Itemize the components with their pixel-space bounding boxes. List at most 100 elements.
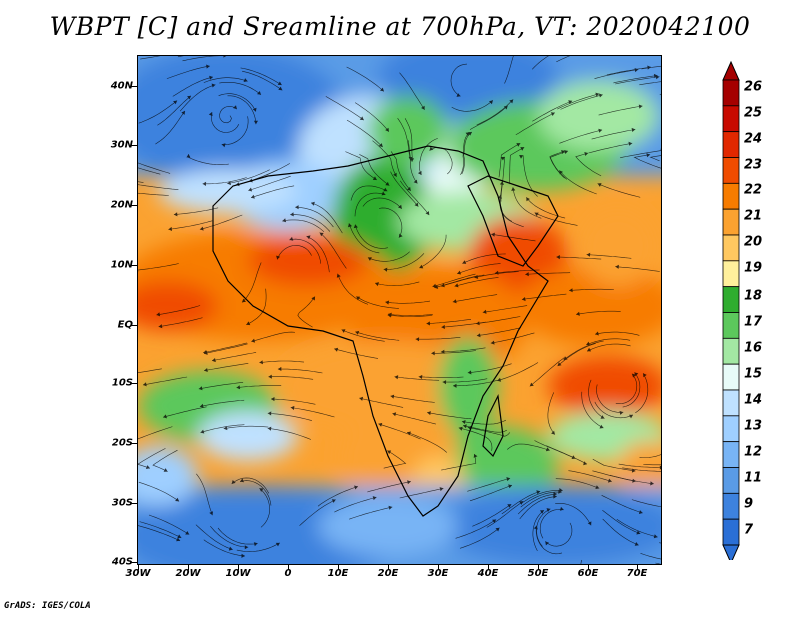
streamline	[520, 490, 563, 504]
streamline-arrow	[495, 527, 500, 532]
streamline	[259, 360, 305, 363]
wbpt-streamline-map	[138, 56, 661, 564]
colorbar-label-7: 7	[744, 522, 754, 538]
streamline-arrow	[253, 542, 258, 547]
streamline	[535, 525, 563, 555]
streamline-arrow	[259, 488, 264, 492]
streamline	[156, 305, 201, 316]
streamline-arrow	[540, 510, 544, 514]
streamline-arrow	[519, 155, 524, 159]
colorbar-label-11: 11	[744, 470, 763, 486]
streamline-arrow	[558, 489, 562, 494]
streamline-arrow	[378, 422, 383, 427]
streamline	[602, 509, 641, 534]
streamline-arrow	[615, 264, 619, 269]
streamline-arrow	[407, 431, 411, 436]
lon-tick	[637, 565, 638, 570]
streamline	[173, 207, 219, 215]
streamline-arrow	[240, 478, 244, 483]
streamline	[509, 147, 525, 185]
streamline-arrow	[359, 396, 364, 401]
streamline	[549, 150, 567, 180]
lat-tick	[131, 325, 137, 326]
streamline-arrow	[199, 226, 204, 231]
streamline	[457, 263, 501, 274]
streamline-arrow	[557, 362, 562, 366]
lat-tick	[131, 562, 137, 563]
streamline	[615, 266, 660, 272]
streamline-arrow	[439, 487, 444, 492]
streamline-arrow	[267, 411, 272, 416]
streamline	[268, 376, 314, 380]
streamline-arrow	[556, 255, 560, 260]
lon-label-30w: 30W	[125, 568, 151, 579]
colorbar-label-22: 22	[744, 182, 763, 198]
streamline-arrow	[506, 477, 511, 482]
streamline	[618, 463, 661, 468]
streamline	[138, 167, 161, 175]
streamline-arrow	[176, 537, 181, 542]
streamline-arrow	[599, 424, 604, 429]
lat-tick	[131, 265, 137, 266]
streamline	[568, 470, 612, 482]
streamline	[219, 106, 238, 124]
streamline-arrow	[508, 484, 512, 489]
streamline	[633, 154, 661, 169]
streamline-arrow	[257, 91, 261, 95]
lat-label-30s: 30S	[111, 497, 133, 509]
streamline-arrow	[427, 411, 431, 416]
streamline-arrow	[372, 176, 377, 180]
colorbar-label-18: 18	[744, 288, 763, 304]
lon-tick	[438, 565, 439, 570]
streamline-arrow	[619, 410, 624, 415]
colorbar-label-16: 16	[744, 340, 763, 356]
streamline	[354, 102, 390, 132]
lon-tick	[238, 565, 239, 570]
streamline-arrow	[277, 81, 282, 85]
streamline-arrow	[198, 386, 203, 391]
streamline-arrow	[476, 321, 480, 326]
streamline	[575, 152, 602, 177]
streamline-arrow	[632, 373, 636, 378]
streamline	[359, 397, 404, 408]
streamline	[290, 407, 335, 418]
streamline-arrow	[289, 236, 294, 241]
streamline-arrow	[595, 331, 599, 336]
streamline-arrow	[499, 181, 504, 185]
streamline	[354, 192, 386, 217]
lat-label-20n: 20N	[110, 199, 133, 211]
colorbar-swatch	[722, 363, 740, 391]
streamline-arrow	[407, 186, 411, 191]
streamline-arrow	[546, 508, 551, 512]
streamline-arrow	[186, 154, 191, 158]
streamline-arrow	[290, 405, 295, 410]
streamline	[555, 503, 592, 526]
streamline	[418, 138, 438, 176]
streamline	[310, 202, 343, 234]
streamline-arrow	[231, 480, 236, 484]
streamline	[622, 467, 661, 472]
streamline-arrow	[587, 521, 592, 526]
streamline-arrow	[568, 100, 573, 105]
streamline-arrow	[394, 375, 399, 380]
colorbar-label-24: 24	[744, 131, 763, 147]
streamline	[536, 508, 551, 547]
streamline	[199, 214, 243, 230]
streamline-arrow	[521, 297, 526, 302]
colorbar-label-26: 26	[744, 79, 763, 95]
streamline-arrow	[390, 394, 395, 399]
streamline-arrow	[563, 356, 568, 360]
streamline	[467, 363, 512, 374]
lat-tick	[131, 86, 137, 87]
streamline	[455, 519, 497, 539]
lon-tick	[588, 565, 589, 570]
lon-label-20w: 20W	[175, 568, 201, 579]
streamlines	[138, 56, 661, 564]
streamline-arrow	[595, 92, 600, 97]
streamline-arrow	[632, 478, 636, 483]
streamline-arrow	[519, 501, 524, 505]
streamline-arrow	[251, 338, 256, 343]
streamline-arrow	[482, 309, 487, 314]
streamline	[556, 256, 602, 260]
streamline	[251, 331, 295, 342]
